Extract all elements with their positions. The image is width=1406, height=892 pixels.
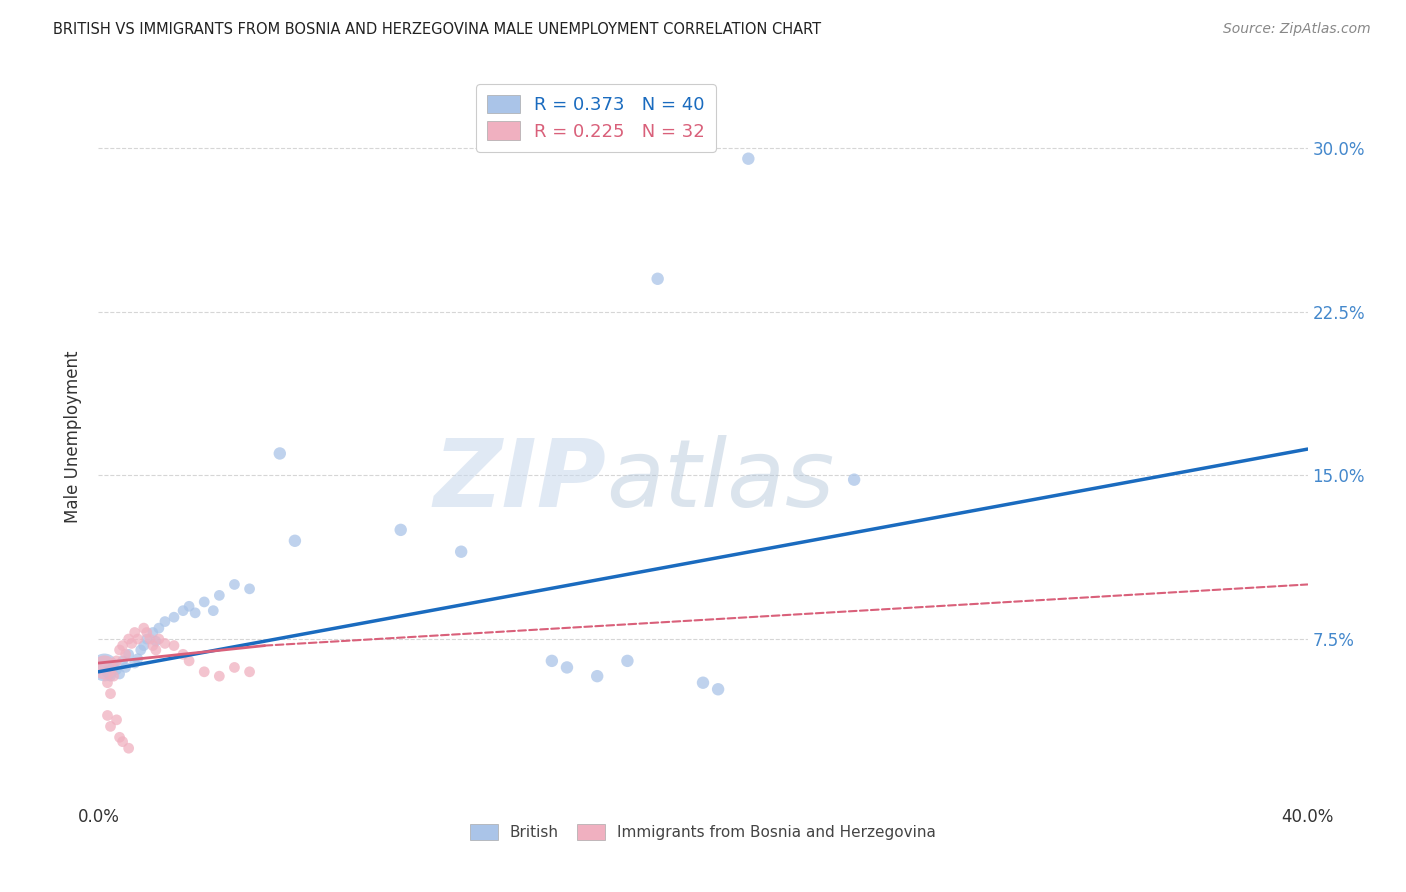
Point bbox=[193, 595, 215, 609]
Point bbox=[208, 588, 231, 602]
Point bbox=[844, 473, 866, 487]
Point bbox=[163, 639, 186, 653]
Point bbox=[239, 665, 262, 679]
Point bbox=[118, 648, 141, 662]
Point bbox=[111, 734, 134, 748]
Point bbox=[129, 643, 152, 657]
Point bbox=[118, 632, 141, 646]
Point bbox=[100, 719, 122, 733]
Point bbox=[96, 675, 118, 690]
Point bbox=[139, 632, 162, 646]
Point bbox=[555, 660, 578, 674]
Point bbox=[148, 621, 170, 635]
Point bbox=[105, 663, 128, 677]
Point bbox=[145, 643, 167, 657]
Point bbox=[269, 446, 291, 460]
Text: atlas: atlas bbox=[606, 435, 835, 526]
Point bbox=[93, 660, 115, 674]
Point bbox=[389, 523, 412, 537]
Point bbox=[179, 654, 201, 668]
Point bbox=[132, 639, 155, 653]
Point bbox=[114, 660, 136, 674]
Point bbox=[142, 639, 165, 653]
Point bbox=[450, 545, 472, 559]
Point bbox=[148, 632, 170, 646]
Point bbox=[145, 634, 167, 648]
Point bbox=[647, 272, 669, 286]
Point bbox=[127, 651, 149, 665]
Point bbox=[108, 643, 131, 657]
Text: BRITISH VS IMMIGRANTS FROM BOSNIA AND HERZEGOVINA MALE UNEMPLOYMENT CORRELATION : BRITISH VS IMMIGRANTS FROM BOSNIA AND HE… bbox=[53, 22, 821, 37]
Point bbox=[100, 669, 122, 683]
Point bbox=[540, 654, 562, 668]
Point bbox=[105, 654, 128, 668]
Point bbox=[124, 656, 146, 670]
Point bbox=[135, 632, 157, 646]
Point bbox=[163, 610, 186, 624]
Point bbox=[108, 731, 131, 745]
Point bbox=[142, 625, 165, 640]
Point bbox=[179, 599, 201, 614]
Point bbox=[153, 636, 176, 650]
Point bbox=[132, 621, 155, 635]
Point bbox=[224, 660, 246, 674]
Point bbox=[96, 665, 118, 679]
Point bbox=[172, 648, 194, 662]
Point bbox=[224, 577, 246, 591]
Point bbox=[100, 687, 122, 701]
Point bbox=[284, 533, 307, 548]
Point bbox=[208, 669, 231, 683]
Point bbox=[108, 667, 131, 681]
Point bbox=[111, 639, 134, 653]
Point bbox=[616, 654, 638, 668]
Point bbox=[121, 636, 143, 650]
Point bbox=[114, 648, 136, 662]
Point bbox=[127, 632, 149, 646]
Point bbox=[586, 669, 609, 683]
Point bbox=[124, 625, 146, 640]
Point bbox=[103, 658, 125, 673]
Point bbox=[153, 615, 176, 629]
Point bbox=[111, 654, 134, 668]
Point bbox=[737, 152, 759, 166]
Point bbox=[118, 741, 141, 756]
Point bbox=[692, 675, 714, 690]
Point bbox=[239, 582, 262, 596]
Point bbox=[93, 660, 115, 674]
Text: Source: ZipAtlas.com: Source: ZipAtlas.com bbox=[1223, 22, 1371, 37]
Point bbox=[96, 708, 118, 723]
Legend: British, Immigrants from Bosnia and Herzegovina: British, Immigrants from Bosnia and Herz… bbox=[464, 818, 942, 847]
Text: ZIP: ZIP bbox=[433, 435, 606, 527]
Point bbox=[105, 713, 128, 727]
Point bbox=[184, 606, 207, 620]
Point bbox=[103, 669, 125, 683]
Point bbox=[172, 604, 194, 618]
Point bbox=[135, 625, 157, 640]
Point bbox=[193, 665, 215, 679]
Point bbox=[707, 682, 730, 697]
Point bbox=[202, 604, 225, 618]
Y-axis label: Male Unemployment: Male Unemployment bbox=[65, 351, 83, 524]
